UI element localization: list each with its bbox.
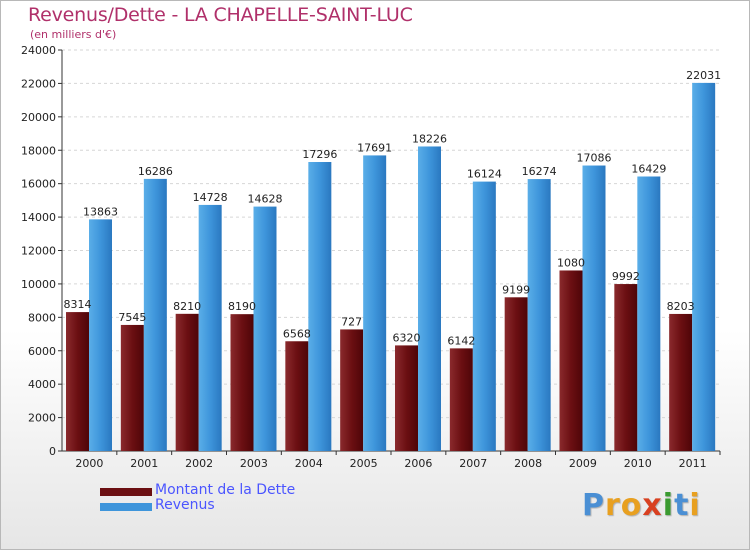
- bar-revenue: [418, 146, 441, 451]
- bar-debt: [285, 341, 309, 451]
- data-label-revenue: 22031: [686, 69, 721, 82]
- bar-revenue: [89, 219, 112, 451]
- logo-letter: i: [689, 488, 701, 523]
- bar-debt: [66, 312, 89, 451]
- bar-revenue: [308, 162, 332, 451]
- y-tick-label: 0: [49, 445, 56, 458]
- logo-letter: x: [642, 488, 663, 523]
- logo-letter: P: [582, 488, 605, 523]
- data-label-revenue: 14628: [248, 193, 283, 206]
- data-label-debt: 6142: [447, 334, 475, 347]
- data-label-debt: 8314: [64, 298, 92, 311]
- bar-revenue: [692, 82, 716, 451]
- y-tick-label: 16000: [21, 178, 56, 191]
- x-tick-label: 2000: [75, 457, 103, 470]
- y-tick-label: 14000: [21, 211, 56, 224]
- data-label-debt: 6568: [283, 327, 311, 340]
- bar-debt: [175, 313, 199, 451]
- bar-revenue: [582, 165, 606, 451]
- bar-revenue: [637, 176, 661, 452]
- y-tick-label: 8000: [28, 311, 56, 324]
- bar-debt: [230, 314, 254, 451]
- y-tick-label: 18000: [21, 144, 56, 157]
- y-tick-label: 20000: [21, 111, 56, 124]
- data-label-debt: 9199: [502, 283, 530, 296]
- bar-revenue: [143, 178, 167, 452]
- data-label-debt: 8190: [228, 300, 256, 313]
- legend-label-revenue: Revenus: [155, 497, 215, 513]
- y-tick-label: 24000: [21, 44, 56, 57]
- x-tick-label: 2006: [404, 457, 432, 470]
- bar-debt: [504, 297, 528, 451]
- bar-debt: [120, 324, 144, 451]
- y-tick-label: 2000: [28, 412, 56, 425]
- legend-swatch-revenue: [100, 503, 152, 511]
- legend-swatch-debt: [100, 488, 152, 496]
- x-tick-label: 2008: [514, 457, 542, 470]
- data-label-revenue: 13863: [83, 205, 118, 218]
- data-label-debt: 727: [341, 315, 362, 328]
- data-label-revenue: 16124: [467, 168, 502, 181]
- x-tick-label: 2002: [185, 457, 213, 470]
- bar-debt: [449, 348, 473, 451]
- y-tick-label: 12000: [21, 245, 56, 258]
- bar-debt: [395, 345, 418, 451]
- y-tick-label: 22000: [21, 77, 56, 90]
- y-tick-label: 4000: [28, 378, 56, 391]
- x-tick-label: 2011: [679, 457, 707, 470]
- bar-revenue: [472, 181, 496, 451]
- data-label-revenue: 17086: [577, 152, 612, 165]
- bar-debt: [614, 284, 638, 451]
- bar-revenue: [198, 204, 222, 451]
- chart-subtitle: (en milliers d'€): [30, 28, 117, 41]
- x-tick-label: 2009: [569, 457, 597, 470]
- bar-revenue: [253, 206, 277, 451]
- data-label-revenue: 16429: [631, 162, 666, 175]
- x-tick-label: 2001: [130, 457, 158, 470]
- x-tick-label: 2010: [624, 457, 652, 470]
- data-label-revenue: 17296: [302, 148, 337, 161]
- logo-letter: r: [605, 488, 621, 523]
- data-label-debt: 8210: [173, 300, 201, 313]
- data-label-revenue: 18226: [412, 132, 447, 145]
- y-tick-label: 10000: [21, 278, 56, 291]
- x-tick-label: 2007: [459, 457, 487, 470]
- data-label-debt: 9992: [612, 270, 640, 283]
- proxiti-logo: Proxiti: [582, 488, 701, 523]
- bar-revenue: [363, 155, 387, 451]
- x-tick-label: 2003: [240, 457, 268, 470]
- x-tick-label: 2004: [295, 457, 323, 470]
- data-label-debt: 6320: [393, 331, 421, 344]
- data-label-revenue: 14728: [193, 191, 228, 204]
- data-label-debt: 8203: [667, 300, 695, 313]
- data-label-debt: 7545: [118, 311, 146, 324]
- bar-debt: [559, 270, 583, 451]
- bar-debt: [669, 313, 693, 451]
- legend-label-debt: Montant de la Dette: [155, 482, 296, 498]
- y-tick-label: 6000: [28, 345, 56, 358]
- data-label-debt: 1080: [557, 256, 585, 269]
- data-label-revenue: 16286: [138, 165, 173, 178]
- bar-debt: [340, 329, 364, 451]
- logo-letter: t: [674, 488, 690, 523]
- logo-letter: i: [662, 488, 675, 523]
- data-label-revenue: 17691: [357, 141, 392, 154]
- logo-letter: o: [620, 488, 643, 523]
- chart-title: Revenus/Dette - LA CHAPELLE-SAINT-LUC: [28, 4, 413, 26]
- data-label-revenue: 16274: [522, 165, 557, 178]
- x-tick-label: 2005: [350, 457, 378, 470]
- bar-revenue: [527, 179, 551, 452]
